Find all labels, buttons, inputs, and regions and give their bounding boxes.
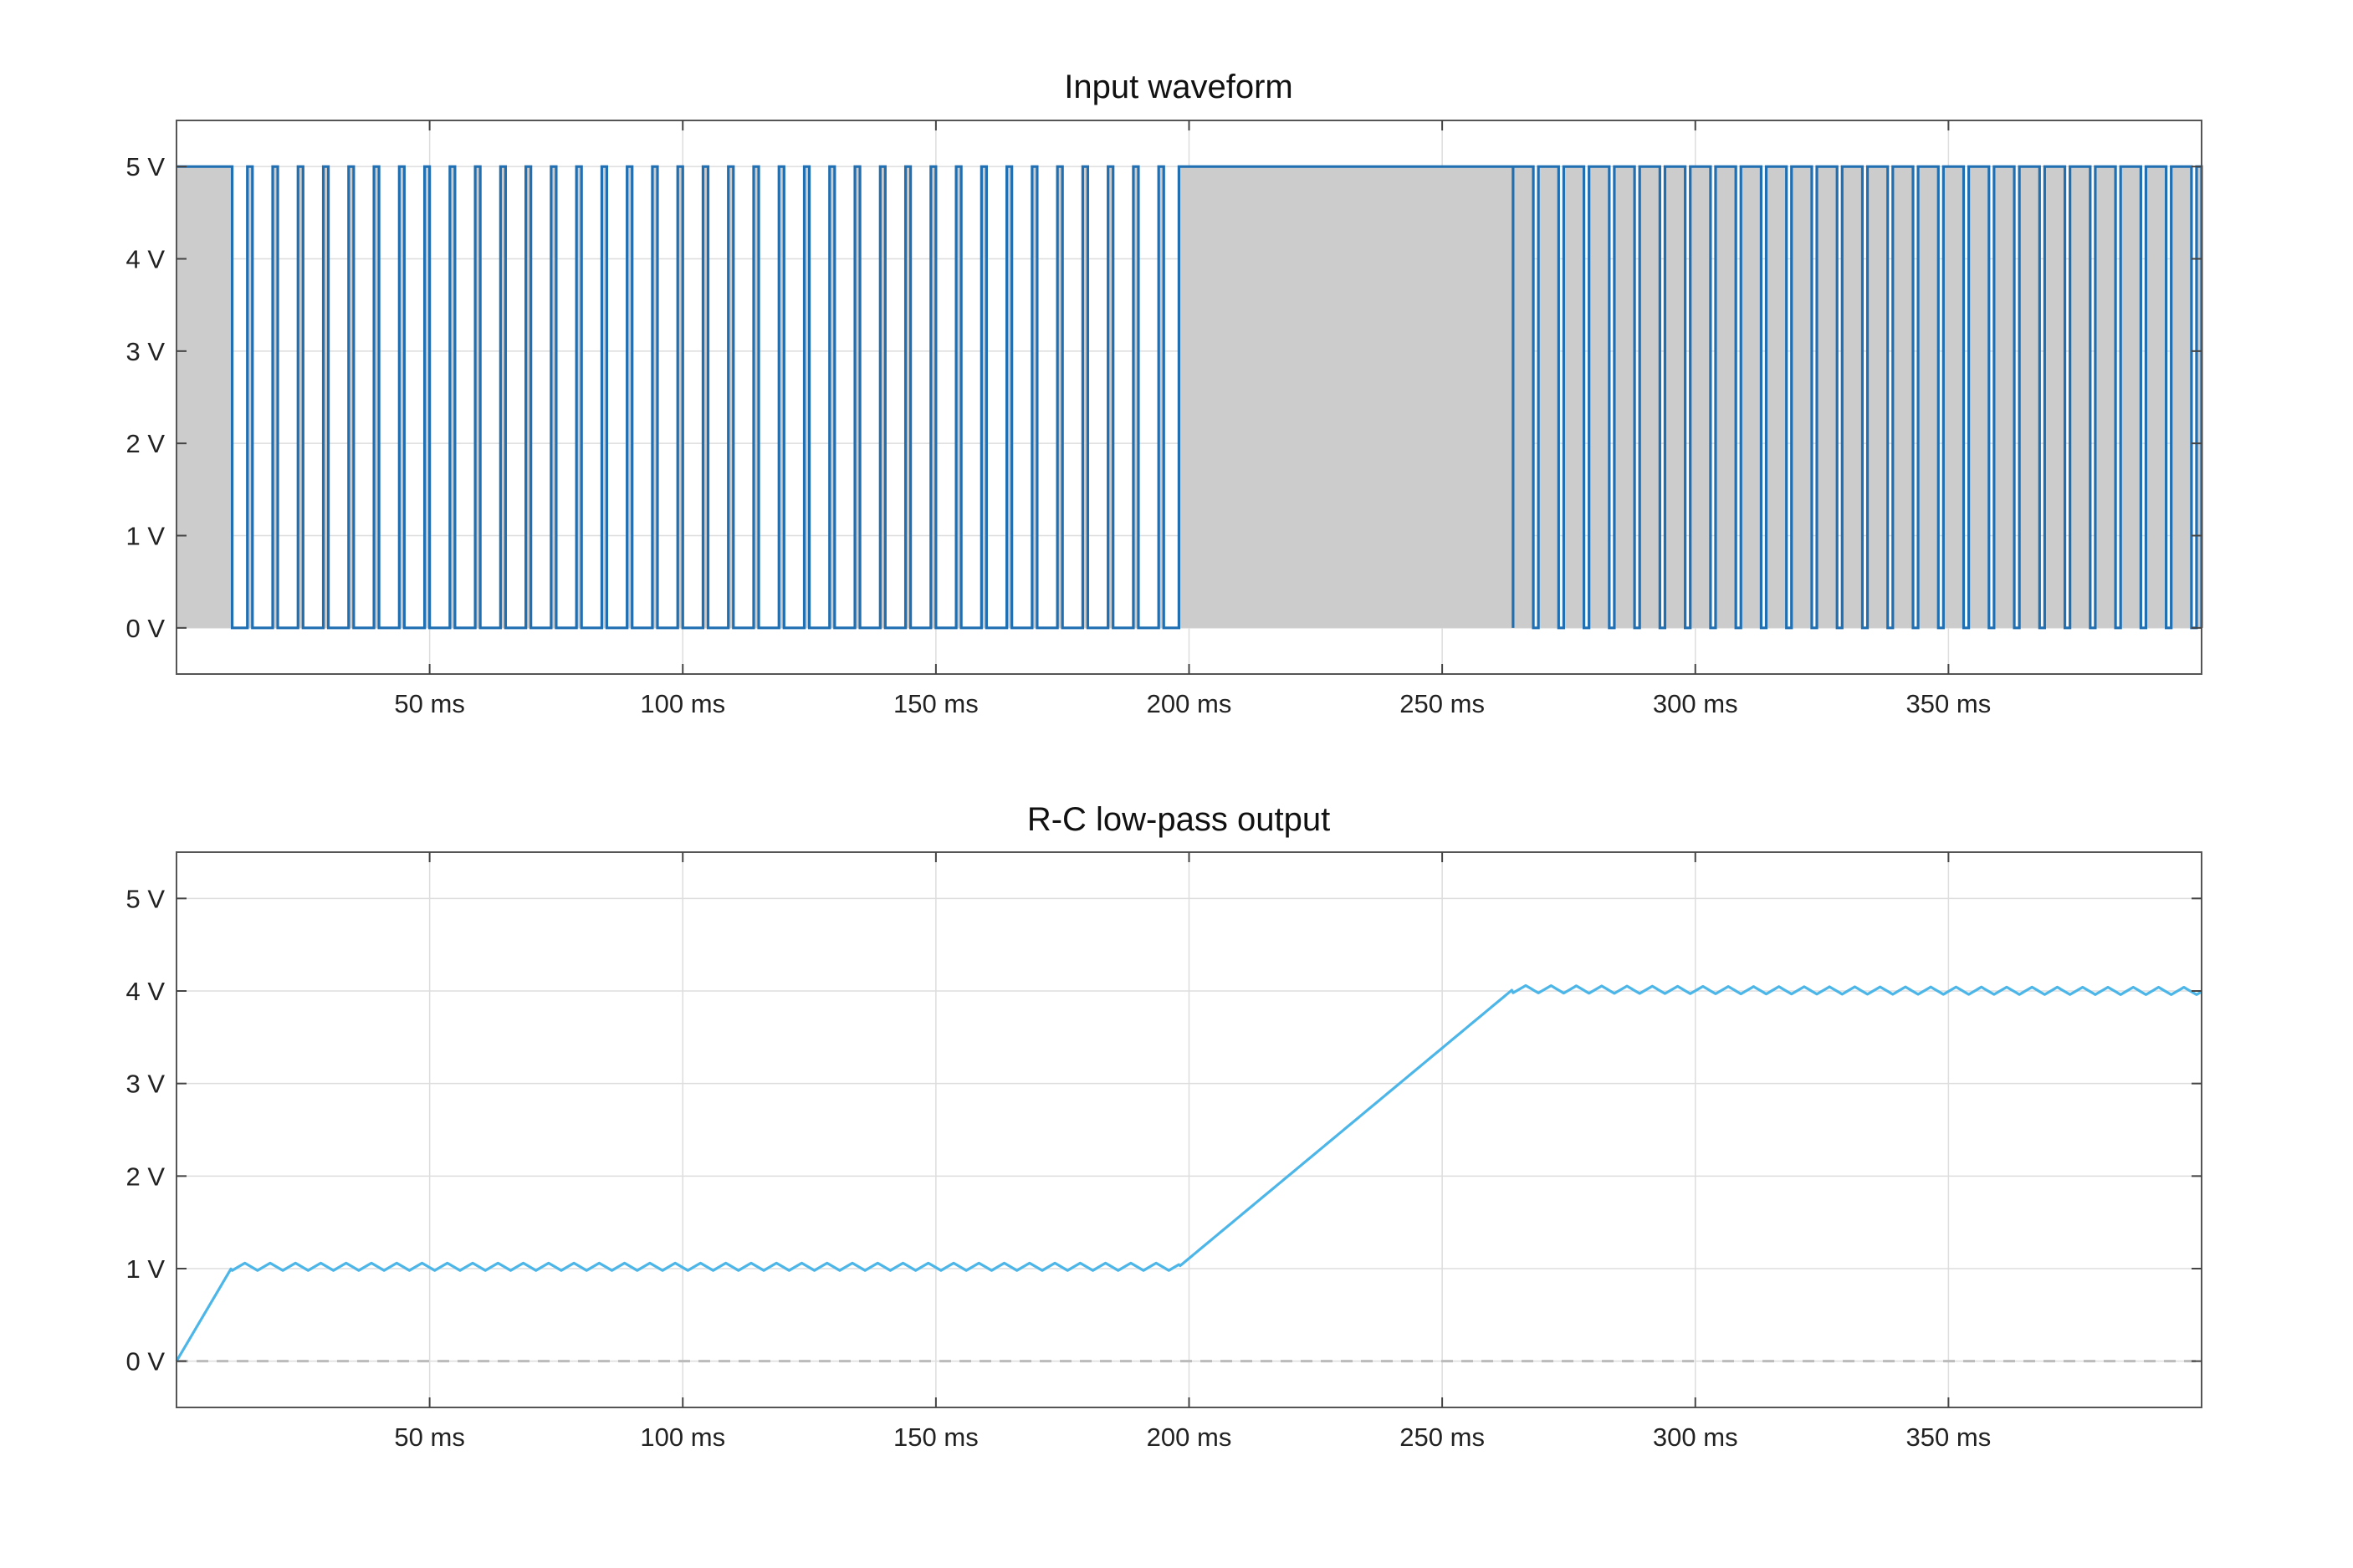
chart-title-input-waveform: Input waveform	[1064, 69, 1292, 105]
x-tick-label: 200 ms	[1147, 689, 1232, 718]
rc-output-line	[175, 983, 2202, 1362]
x-tick-label: 100 ms	[640, 1422, 725, 1452]
x-tick-label: 150 ms	[893, 689, 979, 718]
x-tick-label: 250 ms	[1399, 1422, 1485, 1452]
x-tick-label: 50 ms	[394, 689, 464, 718]
y-tick-label: 2 V	[125, 1162, 165, 1191]
y-tick-label: 4 V	[125, 977, 165, 1006]
rc-lowpass-output-chart: R-C low-pass output 50 ms 100 ms 150 ms 200…	[125, 801, 2202, 1452]
chart-title-rc-output: R-C low-pass output	[1027, 801, 1330, 838]
x-tick-label: 300 ms	[1653, 1422, 1738, 1452]
x-tick-label: 100 ms	[640, 689, 725, 718]
input-waveform-chart: Input waveform 50 ms 100 ms 150 ms 200 ms 25…	[125, 69, 2203, 718]
x-tick-label: 150 ms	[893, 1422, 979, 1452]
y-tick-label: 5 V	[125, 152, 165, 181]
input-waveform-line	[176, 165, 2203, 630]
y-tick-label: 0 V	[125, 1347, 165, 1376]
y-tick-label: 2 V	[125, 429, 165, 458]
x-tick-label: 50 ms	[394, 1422, 464, 1452]
x-tick-label: 250 ms	[1399, 689, 1485, 718]
y-tick-label: 1 V	[125, 1254, 165, 1284]
y-tick-label: 3 V	[125, 1070, 165, 1099]
y-tick-label: 0 V	[125, 614, 165, 643]
x-tick-label: 350 ms	[1906, 689, 1992, 718]
y-tick-label: 3 V	[125, 337, 165, 366]
x-tick-label: 350 ms	[1906, 1422, 1992, 1452]
y-tick-label: 5 V	[125, 884, 165, 913]
y-tick-label: 4 V	[125, 245, 165, 274]
x-tick-label: 300 ms	[1653, 689, 1738, 718]
y-tick-label: 1 V	[125, 522, 165, 551]
x-tick-label: 200 ms	[1147, 1422, 1232, 1452]
